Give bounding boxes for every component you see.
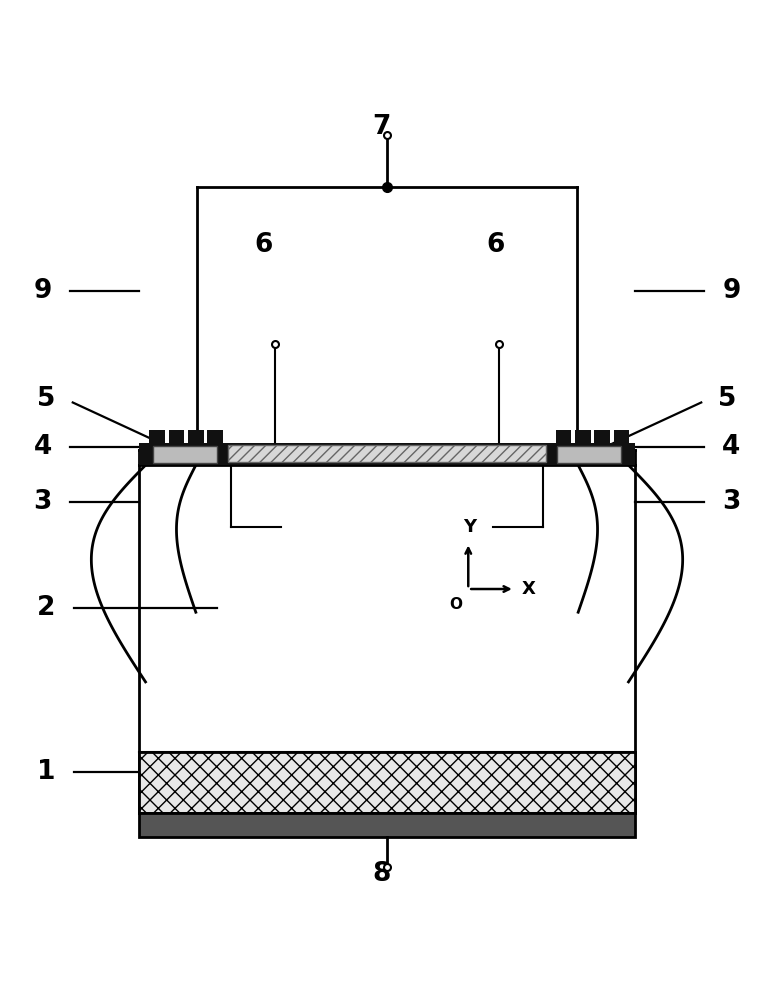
Bar xyxy=(614,430,629,445)
Text: 5: 5 xyxy=(37,386,56,412)
Bar xyxy=(169,430,184,445)
Text: O: O xyxy=(450,597,462,612)
Text: 3: 3 xyxy=(33,489,52,515)
Bar xyxy=(207,430,223,445)
Text: 8: 8 xyxy=(372,861,391,887)
Text: 9: 9 xyxy=(33,278,52,304)
Bar xyxy=(556,430,571,445)
Text: 1: 1 xyxy=(37,759,56,785)
Text: 4: 4 xyxy=(33,434,52,460)
Bar xyxy=(594,430,610,445)
Bar xyxy=(139,443,635,465)
Bar xyxy=(153,446,217,463)
Text: 4: 4 xyxy=(722,434,741,460)
Bar xyxy=(139,752,635,813)
Bar xyxy=(139,813,635,837)
Bar xyxy=(188,430,204,445)
Bar xyxy=(557,446,621,463)
Text: X: X xyxy=(522,580,536,598)
Text: 6: 6 xyxy=(486,232,505,258)
Text: Y: Y xyxy=(464,518,476,536)
Text: 9: 9 xyxy=(722,278,741,304)
Text: 5: 5 xyxy=(718,386,737,412)
Text: 2: 2 xyxy=(37,595,56,621)
Bar xyxy=(228,445,546,462)
Text: 6: 6 xyxy=(254,232,272,258)
Text: 7: 7 xyxy=(372,114,391,140)
Text: 3: 3 xyxy=(722,489,741,515)
Bar xyxy=(575,430,591,445)
Bar xyxy=(149,430,165,445)
